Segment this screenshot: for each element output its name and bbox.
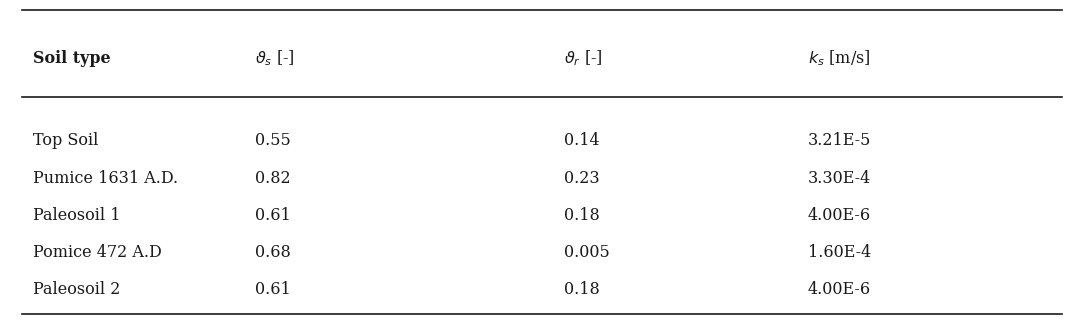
Text: 0.61: 0.61 [255,282,291,298]
Text: Soil type: Soil type [33,50,111,67]
Text: 0.18: 0.18 [564,282,599,298]
Text: 0.23: 0.23 [564,170,599,187]
Text: 4.00E-6: 4.00E-6 [808,282,870,298]
Text: Pomice 472 A.D: Pomice 472 A.D [33,244,162,261]
Text: 0.55: 0.55 [255,133,291,149]
Text: 0.61: 0.61 [255,207,291,224]
Text: 4.00E-6: 4.00E-6 [808,207,870,224]
Text: Pumice 1631 A.D.: Pumice 1631 A.D. [33,170,178,187]
Text: $\vartheta_r$ [-]: $\vartheta_r$ [-] [564,49,603,68]
Text: 3.21E-5: 3.21E-5 [808,133,870,149]
Text: $k_s$ [m/s]: $k_s$ [m/s] [808,49,870,68]
Text: $\vartheta_s$ [-]: $\vartheta_s$ [-] [255,49,295,68]
Text: 0.68: 0.68 [255,244,291,261]
Text: 1.60E-4: 1.60E-4 [808,244,870,261]
Text: Paleosoil 2: Paleosoil 2 [33,282,120,298]
Text: 0.82: 0.82 [255,170,291,187]
Text: 0.18: 0.18 [564,207,599,224]
Text: 0.005: 0.005 [564,244,609,261]
Text: Paleosoil 1: Paleosoil 1 [33,207,120,224]
Text: 3.30E-4: 3.30E-4 [808,170,870,187]
Text: Top Soil: Top Soil [33,133,98,149]
Text: 0.14: 0.14 [564,133,599,149]
